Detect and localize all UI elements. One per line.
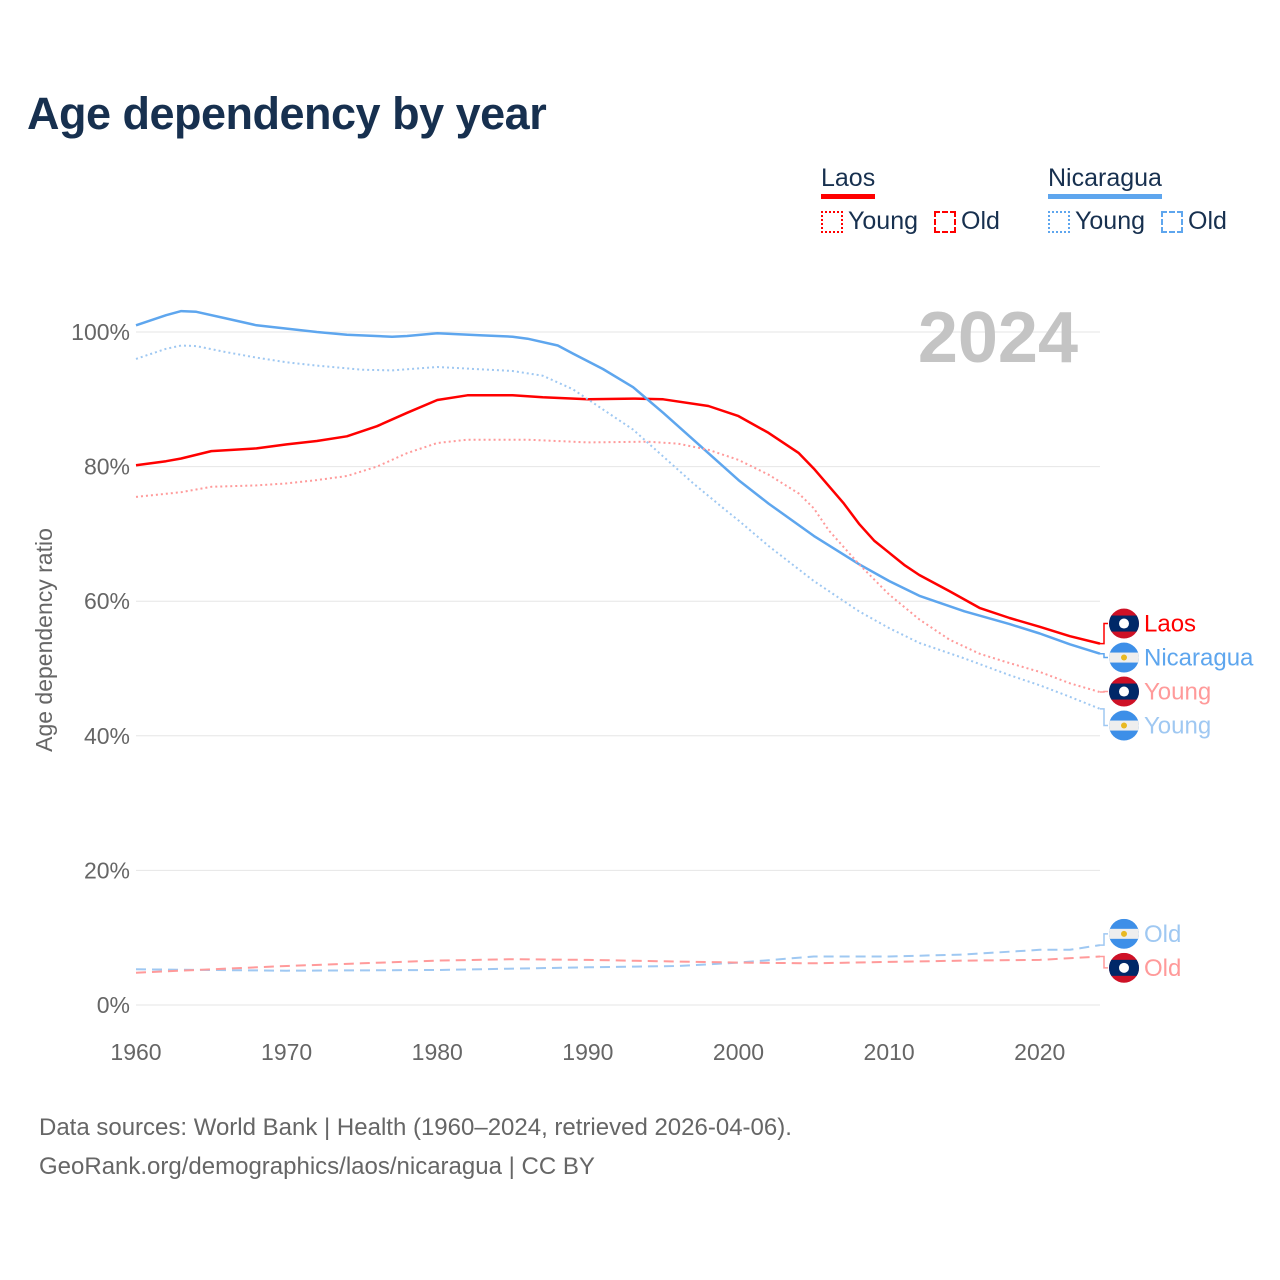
dotted-swatch-icon [821,210,843,233]
source-line-2[interactable]: GeoRank.org/demographics/laos/nicaragua … [39,1153,595,1180]
legend-label: Young [848,207,918,235]
series-end-label: Young [1144,679,1211,706]
source-note: Data sources: World Bank | Health (1960–… [39,1108,792,1186]
flag-emblem [1121,654,1127,661]
nicaragua-flag-icon [1109,918,1139,949]
legend-laos-label: Laos [821,164,876,199]
y-tick-label: 20% [84,857,130,883]
series-line-laos-old [135,955,1101,974]
series-line-nicaragua-old [135,944,1101,972]
nicaragua-flag-icon [1109,642,1139,673]
legend-nicaragua-old[interactable]: Old [1161,207,1227,236]
x-tick-label: 1990 [562,1039,613,1065]
series-end-label: Old [1144,921,1181,948]
legend-laos-old[interactable]: Old [934,207,1000,236]
series-line-laos [135,394,1101,645]
series-end-label: Old [1144,955,1181,982]
series-line-nicaragua [135,309,1101,655]
series-line-laos-young [135,438,1101,694]
label-connector [1100,933,1108,946]
laos-flag-icon [1109,608,1139,639]
series-end-label: Laos [1144,611,1196,638]
x-tick-label: 1980 [412,1039,463,1065]
y-tick-label: 80% [84,454,130,480]
legend-laos[interactable]: Laos Young Old [821,164,1000,236]
y-tick-label: 100% [71,319,130,345]
flag-disc [1119,686,1129,697]
x-tick-label: 2010 [864,1039,915,1065]
legend-label: Old [1188,207,1227,235]
label-connector [1100,708,1108,727]
laos-flag-icon [1109,952,1139,983]
nicaragua-flag-icon [1109,710,1139,741]
dashed-swatch-icon [1161,210,1183,233]
source-line-1: Data sources: World Bank | Health (1960–… [39,1114,792,1141]
dotted-swatch-icon [1048,210,1070,233]
legend-label: Old [961,207,1000,235]
year-watermark: 2024 [918,298,1078,378]
legend-label: Young [1075,207,1145,235]
laos-flag-icon [1109,676,1139,707]
dashed-swatch-icon [934,210,956,233]
legend-nicaragua-young[interactable]: Young [1048,207,1145,236]
series-end-label: Nicaragua [1144,645,1254,672]
label-connector [1100,622,1108,645]
legend-nicaragua-label: Nicaragua [1048,164,1162,199]
x-tick-label: 1960 [110,1039,161,1065]
label-connector [1100,955,1108,969]
y-axis-label: Age dependency ratio [31,528,57,752]
x-tick-label: 2020 [1014,1039,1065,1065]
y-tick-label: 40% [84,723,130,749]
legend-laos-young[interactable]: Young [821,207,918,236]
flag-disc [1119,618,1129,629]
y-tick-label: 60% [84,588,130,614]
chart-title: Age dependency by year [27,88,547,139]
flag-emblem [1121,722,1127,729]
x-tick-label: 1970 [261,1039,312,1065]
flag-emblem [1121,930,1127,937]
x-tick-label: 2000 [713,1039,764,1065]
label-connector [1100,652,1108,659]
series-end-label: Young [1144,713,1211,740]
flag-disc [1119,962,1129,973]
y-tick-label: 0% [97,992,130,1018]
legend-nicaragua[interactable]: Nicaragua Young Old [1048,164,1227,236]
